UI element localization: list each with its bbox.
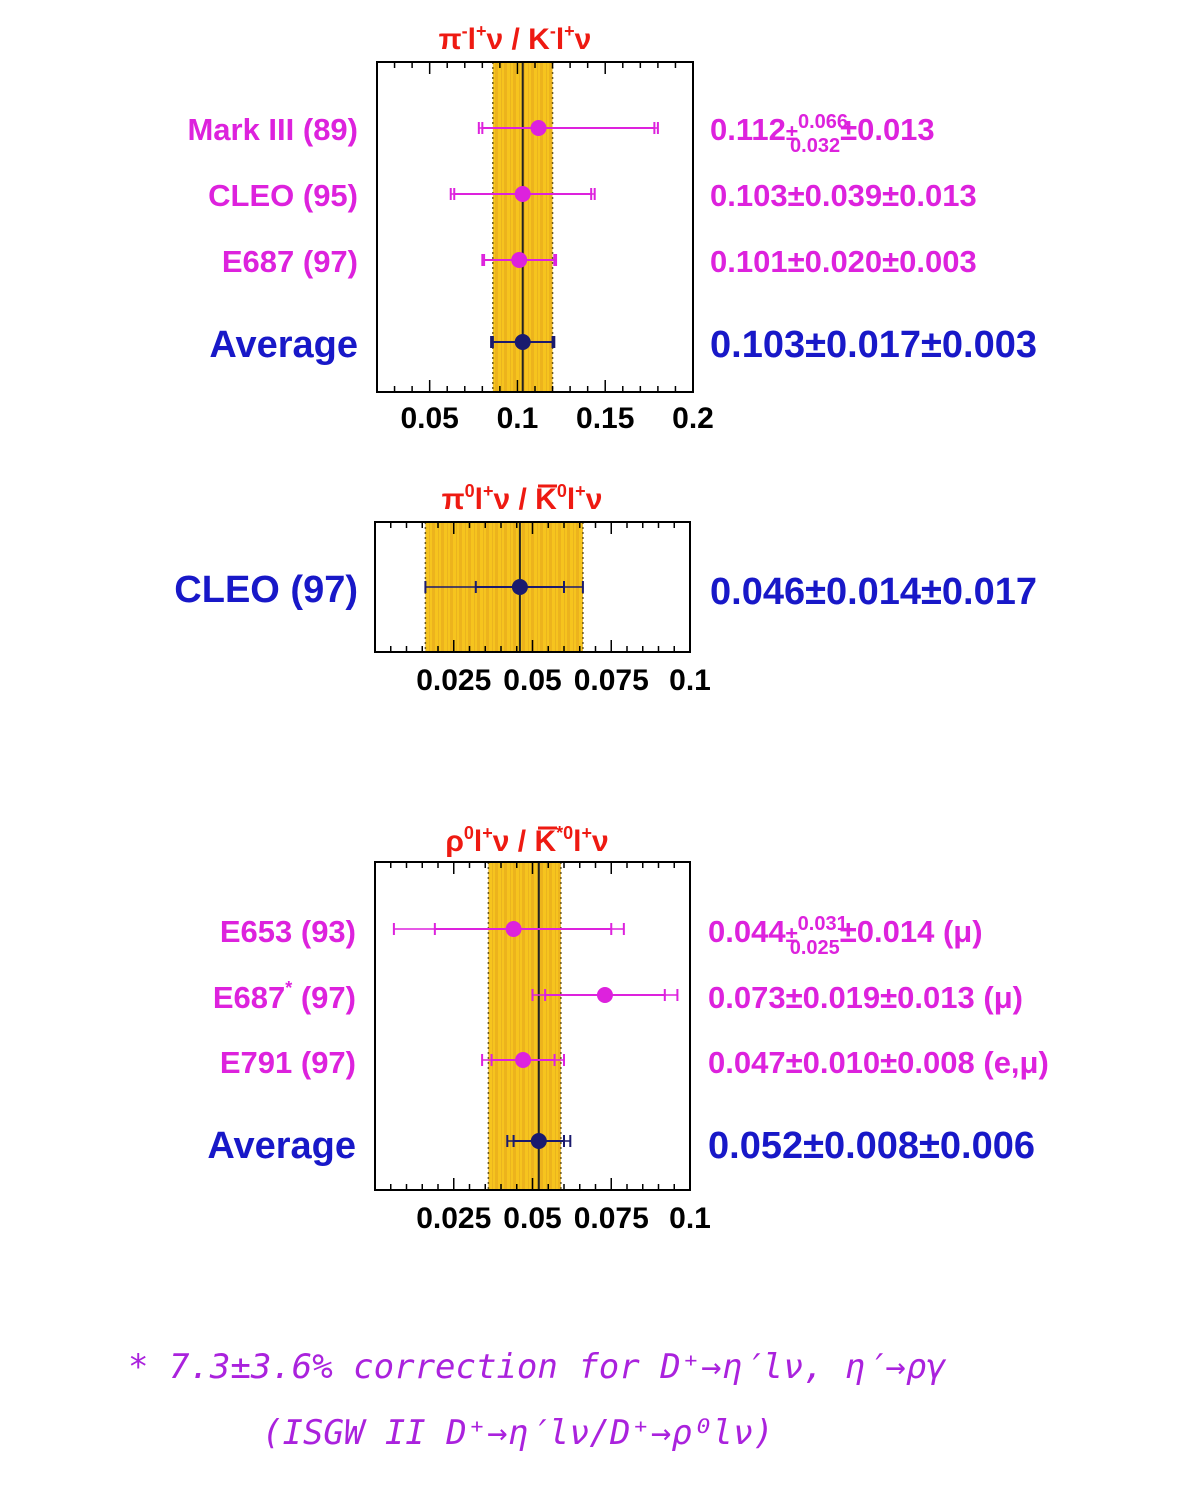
data-point bbox=[596, 987, 613, 1003]
data-point bbox=[515, 1052, 532, 1068]
x-tick-label: 0.05 bbox=[503, 1202, 561, 1235]
panel-1-label-e687: E687 (97) bbox=[222, 244, 358, 279]
panel-1-label-average: Average bbox=[209, 324, 358, 366]
panel-3-label-e653: E653 (93) bbox=[220, 914, 356, 949]
panel-2: π0l+ν / K0l+ν 0.025 0.05 0.075 0.1 CLEO (97… bbox=[174, 481, 1037, 697]
panel-1-label-cleo95: CLEO (95) bbox=[208, 178, 358, 213]
data-point bbox=[511, 579, 528, 595]
data-point bbox=[505, 921, 522, 937]
x-tick-label: 0.025 bbox=[416, 664, 491, 697]
panel-1-plot-area: 0.05 0.1 0.15 0.2 bbox=[376, 61, 714, 435]
panel-2-value-cleo97: 0.046±0.014±0.017 bbox=[710, 571, 1037, 613]
panel-3-value-e653: 0.044±0.031 0.025±0.014 (μ) bbox=[708, 913, 983, 959]
x-tick-label: 0.05 bbox=[503, 664, 561, 697]
data-point bbox=[530, 120, 547, 136]
panel-1: π-l+ν / K-l+ν 0.05 0.1 0.15 0.2 Mark III (8… bbox=[187, 21, 1037, 435]
x-tick-label: 0.1 bbox=[669, 664, 711, 697]
band-2 bbox=[488, 862, 561, 1190]
x-tick-label: 0.1 bbox=[669, 1202, 711, 1235]
panel-1-value-e687: 0.101±0.020±0.003 bbox=[710, 244, 977, 279]
panel-2-label-cleo97: CLEO (97) bbox=[174, 569, 358, 611]
data-point bbox=[514, 186, 531, 202]
footnote-line-2: (ISGW II D⁺→η′lν/D⁺→ρ⁰lν) bbox=[262, 1413, 774, 1453]
panel-3-value-e791: 0.047±0.010±0.008 (e,μ) bbox=[708, 1045, 1049, 1080]
x-tick-label: 0.1 bbox=[497, 402, 539, 435]
panel-3: ρ0l+ν / K*0l+ν 0.025 0.05 0.075 0.1 E653 (9… bbox=[207, 823, 1048, 1235]
panel-3-label-e687: E687* (97) bbox=[213, 978, 356, 1015]
panel-3-value-e687: 0.073±0.019±0.013 (μ) bbox=[708, 980, 1023, 1015]
panel-1-value-cleo95: 0.103±0.039±0.013 bbox=[710, 178, 977, 213]
data-point bbox=[514, 334, 531, 350]
x-tick-label: 0.05 bbox=[400, 402, 458, 435]
panel-3-title: ρ0l+ν / K*0l+ν bbox=[445, 823, 608, 858]
data-point bbox=[530, 1133, 547, 1149]
panel-3-label-average: Average bbox=[207, 1125, 356, 1167]
x-tick-label: 0.2 bbox=[672, 402, 714, 435]
panel-1-value-average: 0.103±0.017±0.003 bbox=[710, 324, 1037, 366]
x-tick-label: 0.15 bbox=[576, 402, 634, 435]
x-tick-label: 0.075 bbox=[574, 664, 649, 697]
panel-3-value-average: 0.052±0.008±0.006 bbox=[708, 1125, 1035, 1167]
panel-3-plot-area: 0.025 0.05 0.075 0.1 bbox=[374, 861, 711, 1235]
footnote-line-1: * 7.3±3.6% correction for D⁺→η′lν, η′→ργ bbox=[128, 1347, 947, 1387]
panel-2-title: π0l+ν / K0l+ν bbox=[442, 481, 603, 516]
panel-1-value-mark3: 0.112±0.066 0.032±0.013 bbox=[710, 111, 935, 157]
x-tick-label: 0.025 bbox=[416, 1202, 491, 1235]
panel-3-label-e791: E791 (97) bbox=[220, 1045, 356, 1080]
panel-1-label-mark3: Mark III (89) bbox=[187, 112, 358, 147]
x-tick-label: 0.075 bbox=[574, 1202, 649, 1235]
panel-1-title: π-l+ν / K-l+ν bbox=[439, 21, 592, 56]
panel-2-plot-area: 0.025 0.05 0.075 0.1 bbox=[374, 521, 711, 697]
data-point bbox=[511, 252, 528, 268]
